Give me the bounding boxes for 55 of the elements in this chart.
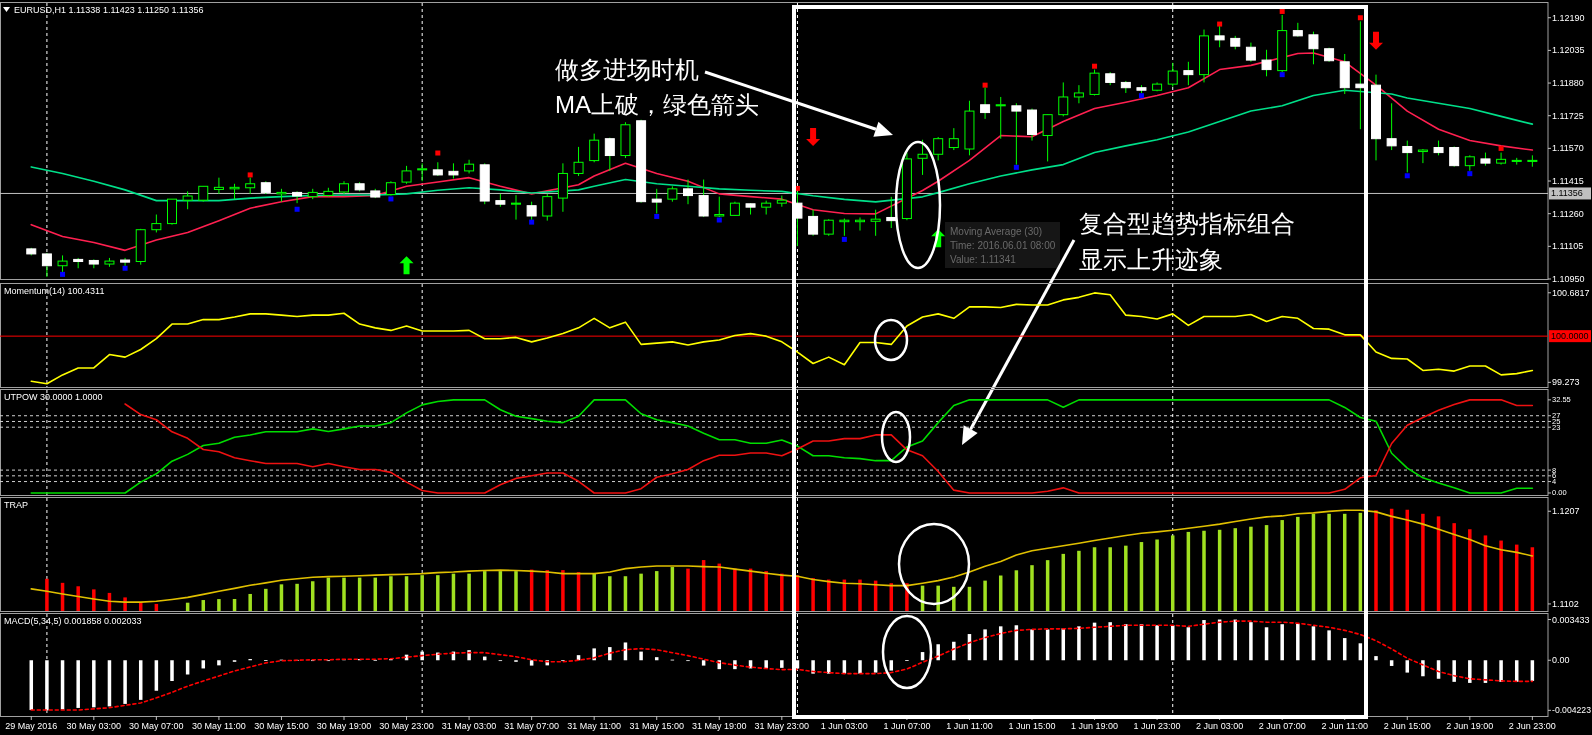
x-tick-label: 31 May 03:00 xyxy=(441,721,497,731)
annotation: Value: 1.11341 xyxy=(950,254,1017,265)
annotation: Time: 2016.06.01 08:00 xyxy=(950,240,1056,251)
chart-title: UTPOW 30.0000 1.0000 xyxy=(4,392,103,402)
y-tick-label: 1.11105 xyxy=(1552,241,1584,252)
annotation: MA上破，绿色箭头 xyxy=(555,91,759,118)
y-tick-label: 1.10950 xyxy=(1552,274,1585,284)
y-tick-label: 1.11570 xyxy=(1552,143,1584,154)
y-tick-label: 1.1207 xyxy=(1552,506,1580,517)
x-tick-label: 1 Jun 07:00 xyxy=(883,721,931,731)
y-tick-label: 1.11260 xyxy=(1552,208,1584,219)
annotation: Moving Average (30) xyxy=(950,226,1043,237)
y-tick-label: 1.11415 xyxy=(1552,176,1584,187)
x-tick-label: 2 Jun 11:00 xyxy=(1321,721,1368,731)
chart-title: MACD(5,34,5) 0.001858 0.002033 xyxy=(4,616,142,626)
y-tick-label: 1.1102 xyxy=(1552,598,1579,609)
x-tick-label: 1 Jun 15:00 xyxy=(1008,721,1056,731)
annotation: 显示上升迹象 xyxy=(1079,246,1223,273)
x-tick-label: 2 Jun 07:00 xyxy=(1258,721,1306,731)
chart-title: Momentum(14) 100.4311 xyxy=(4,286,105,296)
y-tick-label: 1.12035 xyxy=(1552,45,1585,56)
chart-title: EURUSD,H1 1.11338 1.11423 1.11250 1.11356 xyxy=(14,5,204,15)
y-tick-label: 0.00 xyxy=(1552,655,1570,666)
x-tick-label: 1 Jun 19:00 xyxy=(1071,721,1119,731)
x-tick-label: 30 May 07:00 xyxy=(129,721,184,731)
x-tick-label: 30 May 23:00 xyxy=(379,721,434,731)
ref-line-label: 100.0000 xyxy=(1551,331,1589,342)
x-tick-label: 30 May 03:00 xyxy=(66,721,122,731)
x-tick-label: 31 May 11:00 xyxy=(567,721,622,731)
x-tick-label: 31 May 19:00 xyxy=(692,721,747,731)
x-tick-label: 31 May 07:00 xyxy=(504,721,559,731)
annotation: 复合型趋势指标组合 xyxy=(1079,210,1295,237)
y-tick-label: -0.004223 xyxy=(1552,705,1592,716)
x-tick-label: 1 Jun 23:00 xyxy=(1133,721,1181,731)
y-tick-label: 100.6817 xyxy=(1552,287,1590,298)
x-tick-label: 2 Jun 23:00 xyxy=(1508,721,1556,731)
chart-title: TRAP xyxy=(4,500,29,510)
x-tick-label: 1 Jun 11:00 xyxy=(946,721,993,731)
ref-line-label: 1.11356 xyxy=(1551,188,1583,199)
annotation: 做多进场时机 xyxy=(555,56,699,83)
x-tick-label: 2 Jun 15:00 xyxy=(1383,721,1431,731)
x-tick-label: 30 May 11:00 xyxy=(191,721,246,731)
y-tick-label: 1.12190 xyxy=(1552,12,1585,23)
y-tick-label: 99.273 xyxy=(1552,377,1580,388)
x-tick-label: 29 May 2016 xyxy=(5,721,58,731)
x-tick-label: 2 Jun 03:00 xyxy=(1196,721,1244,731)
x-tick-label: 31 May 23:00 xyxy=(754,721,810,731)
x-tick-label: 31 May 15:00 xyxy=(629,721,684,731)
x-tick-label: 30 May 15:00 xyxy=(254,721,309,731)
x-tick-label: 2 Jun 19:00 xyxy=(1446,721,1494,731)
y-tick-label: 1.11880 xyxy=(1552,78,1584,89)
y-tick-label: 0.003433 xyxy=(1552,614,1590,625)
x-tick-label: 30 May 19:00 xyxy=(316,721,372,731)
x-tick-label: 1 Jun 03:00 xyxy=(820,721,868,731)
y-tick-label: 1.11725 xyxy=(1552,110,1584,121)
